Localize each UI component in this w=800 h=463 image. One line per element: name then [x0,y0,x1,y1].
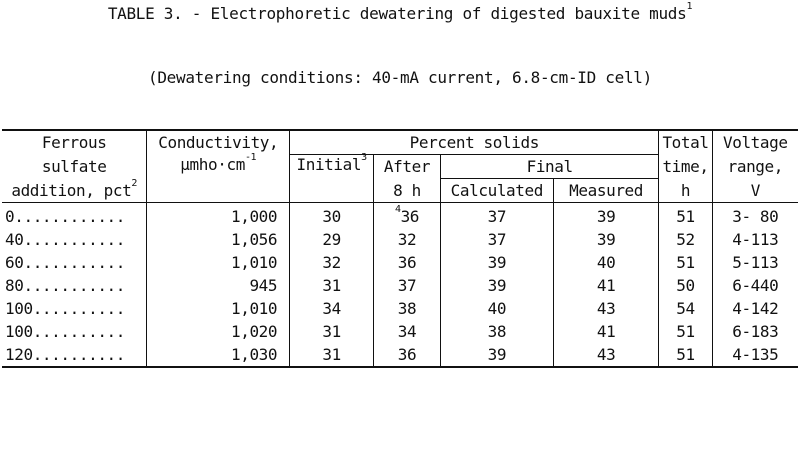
header-ferrous-line3-text: addition, pct [11,180,132,200]
cell-calculated: 39 [439,343,554,367]
cell-total-time: 51 [658,343,713,367]
cell-addition: 120.......... [2,343,148,367]
header-ferrous-line3: addition, pct2 [2,177,148,203]
cell-after: 32 [373,228,441,251]
header-initial: Initial3 [289,152,375,203]
table-row: 120.......... 1,030 31 36 39 43 51 4-135 [2,343,798,367]
cell-addition: 80........... [2,274,148,297]
cell-after: 34 [373,320,441,343]
cell-conductivity: 1,056 [146,228,291,251]
cell-after: 36 [373,343,441,367]
cell-after: 436 [373,202,441,228]
cell-conductivity: 945 [146,274,291,297]
table-row: 60........... 1,010 32 36 39 40 51 5-113 [2,251,798,274]
cell-voltage: 3- 80 [711,202,798,228]
cell-addition: 100.......... [2,297,148,320]
cell-voltage: 4-142 [711,297,798,320]
cell-addition: 100.......... [2,320,148,343]
cell-initial: 30 [289,202,375,228]
cell-after-value: 36 [400,207,420,226]
cell-conductivity: 1,000 [146,202,291,228]
header-total-time-line2: time, [658,154,713,179]
table-row: 100.......... 1,010 34 38 40 43 54 4-142 [2,297,798,320]
header-after-line1: After [373,154,441,179]
header-calculated: Calculated [439,178,554,203]
header-conductivity-line2: μmho·cm-1 [146,151,291,179]
cell-voltage: 5-113 [711,251,798,274]
cell-voltage: 6-183 [711,320,798,343]
header-initial-label: Initial [296,155,362,174]
conductivity-exponent: -1 [244,151,257,163]
table-subtitle: (Dewatering conditions: 40-mA current, 6… [148,68,652,87]
cell-total-time: 54 [658,297,713,320]
table-body: 0............ 1,000 30 436 37 39 51 3- 8… [2,202,798,367]
cell-total-time: 51 [658,202,713,228]
cell-total-time: 51 [658,251,713,274]
header-measured: Measured [552,178,660,203]
cell-after: 37 [373,274,441,297]
cell-initial: 31 [289,274,375,297]
cell-addition: 0............ [2,202,148,228]
cell-after: 36 [373,251,441,274]
header-voltage-line3: V [711,178,798,203]
cell-addition: 60........... [2,251,148,274]
cell-calculated: 39 [439,251,554,274]
cell-initial: 32 [289,251,375,274]
cell-conductivity: 1,020 [146,320,291,343]
header-conductivity-line1: Conductivity, [146,130,291,155]
cell-voltage: 6-440 [711,274,798,297]
header-conductivity-line3 [146,178,291,203]
cell-initial: 34 [289,297,375,320]
header-ferrous-line1: Ferrous [2,130,148,155]
cell-measured: 41 [552,320,660,343]
cell-measured: 39 [552,202,660,228]
conductivity-unit: μmho·cm [180,154,245,174]
header-total-time-line3: h [658,178,713,203]
table-row: 80........... 945 31 37 39 41 50 6-440 [2,274,798,297]
table-row: 100.......... 1,020 31 34 38 41 51 6-183 [2,320,798,343]
table-title-text: TABLE 3. - Electrophoretic dewatering of… [107,4,687,23]
cell-calculated: 38 [439,320,554,343]
table-row: 0............ 1,000 30 436 37 39 51 3- 8… [2,202,798,228]
cell-total-time: 51 [658,320,713,343]
header-after-line2: 8 h [373,178,441,203]
ferrous-footnote-marker: 2 [131,177,137,189]
table-header: Ferrous Conductivity, Percent solids Tot… [2,130,798,203]
cell-conductivity: 1,030 [146,343,291,367]
header-voltage-line2: range, [711,154,798,179]
cell-calculated: 37 [439,228,554,251]
cell-measured: 43 [552,343,660,367]
title-footnote-marker: 1 [686,1,693,12]
header-total-time-line1: Total [658,130,713,155]
cell-addition: 40........... [2,228,148,251]
cell-measured: 43 [552,297,660,320]
header-percent-solids: Percent solids [289,130,660,155]
cell-total-time: 50 [658,274,713,297]
table-title: TABLE 3. - Electrophoretic dewatering of… [0,1,800,23]
header-voltage-line1: Voltage [711,130,798,155]
cell-voltage: 4-135 [711,343,798,367]
table-row: 40........... 1,056 29 32 37 39 52 4-113 [2,228,798,251]
cell-measured: 41 [552,274,660,297]
cell-calculated: 40 [439,297,554,320]
cell-initial: 31 [289,320,375,343]
initial-footnote-marker: 3 [361,152,367,163]
cell-voltage: 4-113 [711,228,798,251]
header-ferrous-line2: sulfate [2,154,148,179]
cell-measured: 39 [552,228,660,251]
data-table: Ferrous Conductivity, Percent solids Tot… [2,129,798,368]
cell-calculated: 37 [439,202,554,228]
cell-after: 38 [373,297,441,320]
cell-total-time: 52 [658,228,713,251]
cell-conductivity: 1,010 [146,251,291,274]
cell-initial: 29 [289,228,375,251]
cell-conductivity: 1,010 [146,297,291,320]
cell-measured: 40 [552,251,660,274]
header-final: Final [439,154,660,179]
cell-initial: 31 [289,343,375,367]
cell-calculated: 39 [439,274,554,297]
after-footnote-marker: 4 [394,204,401,215]
